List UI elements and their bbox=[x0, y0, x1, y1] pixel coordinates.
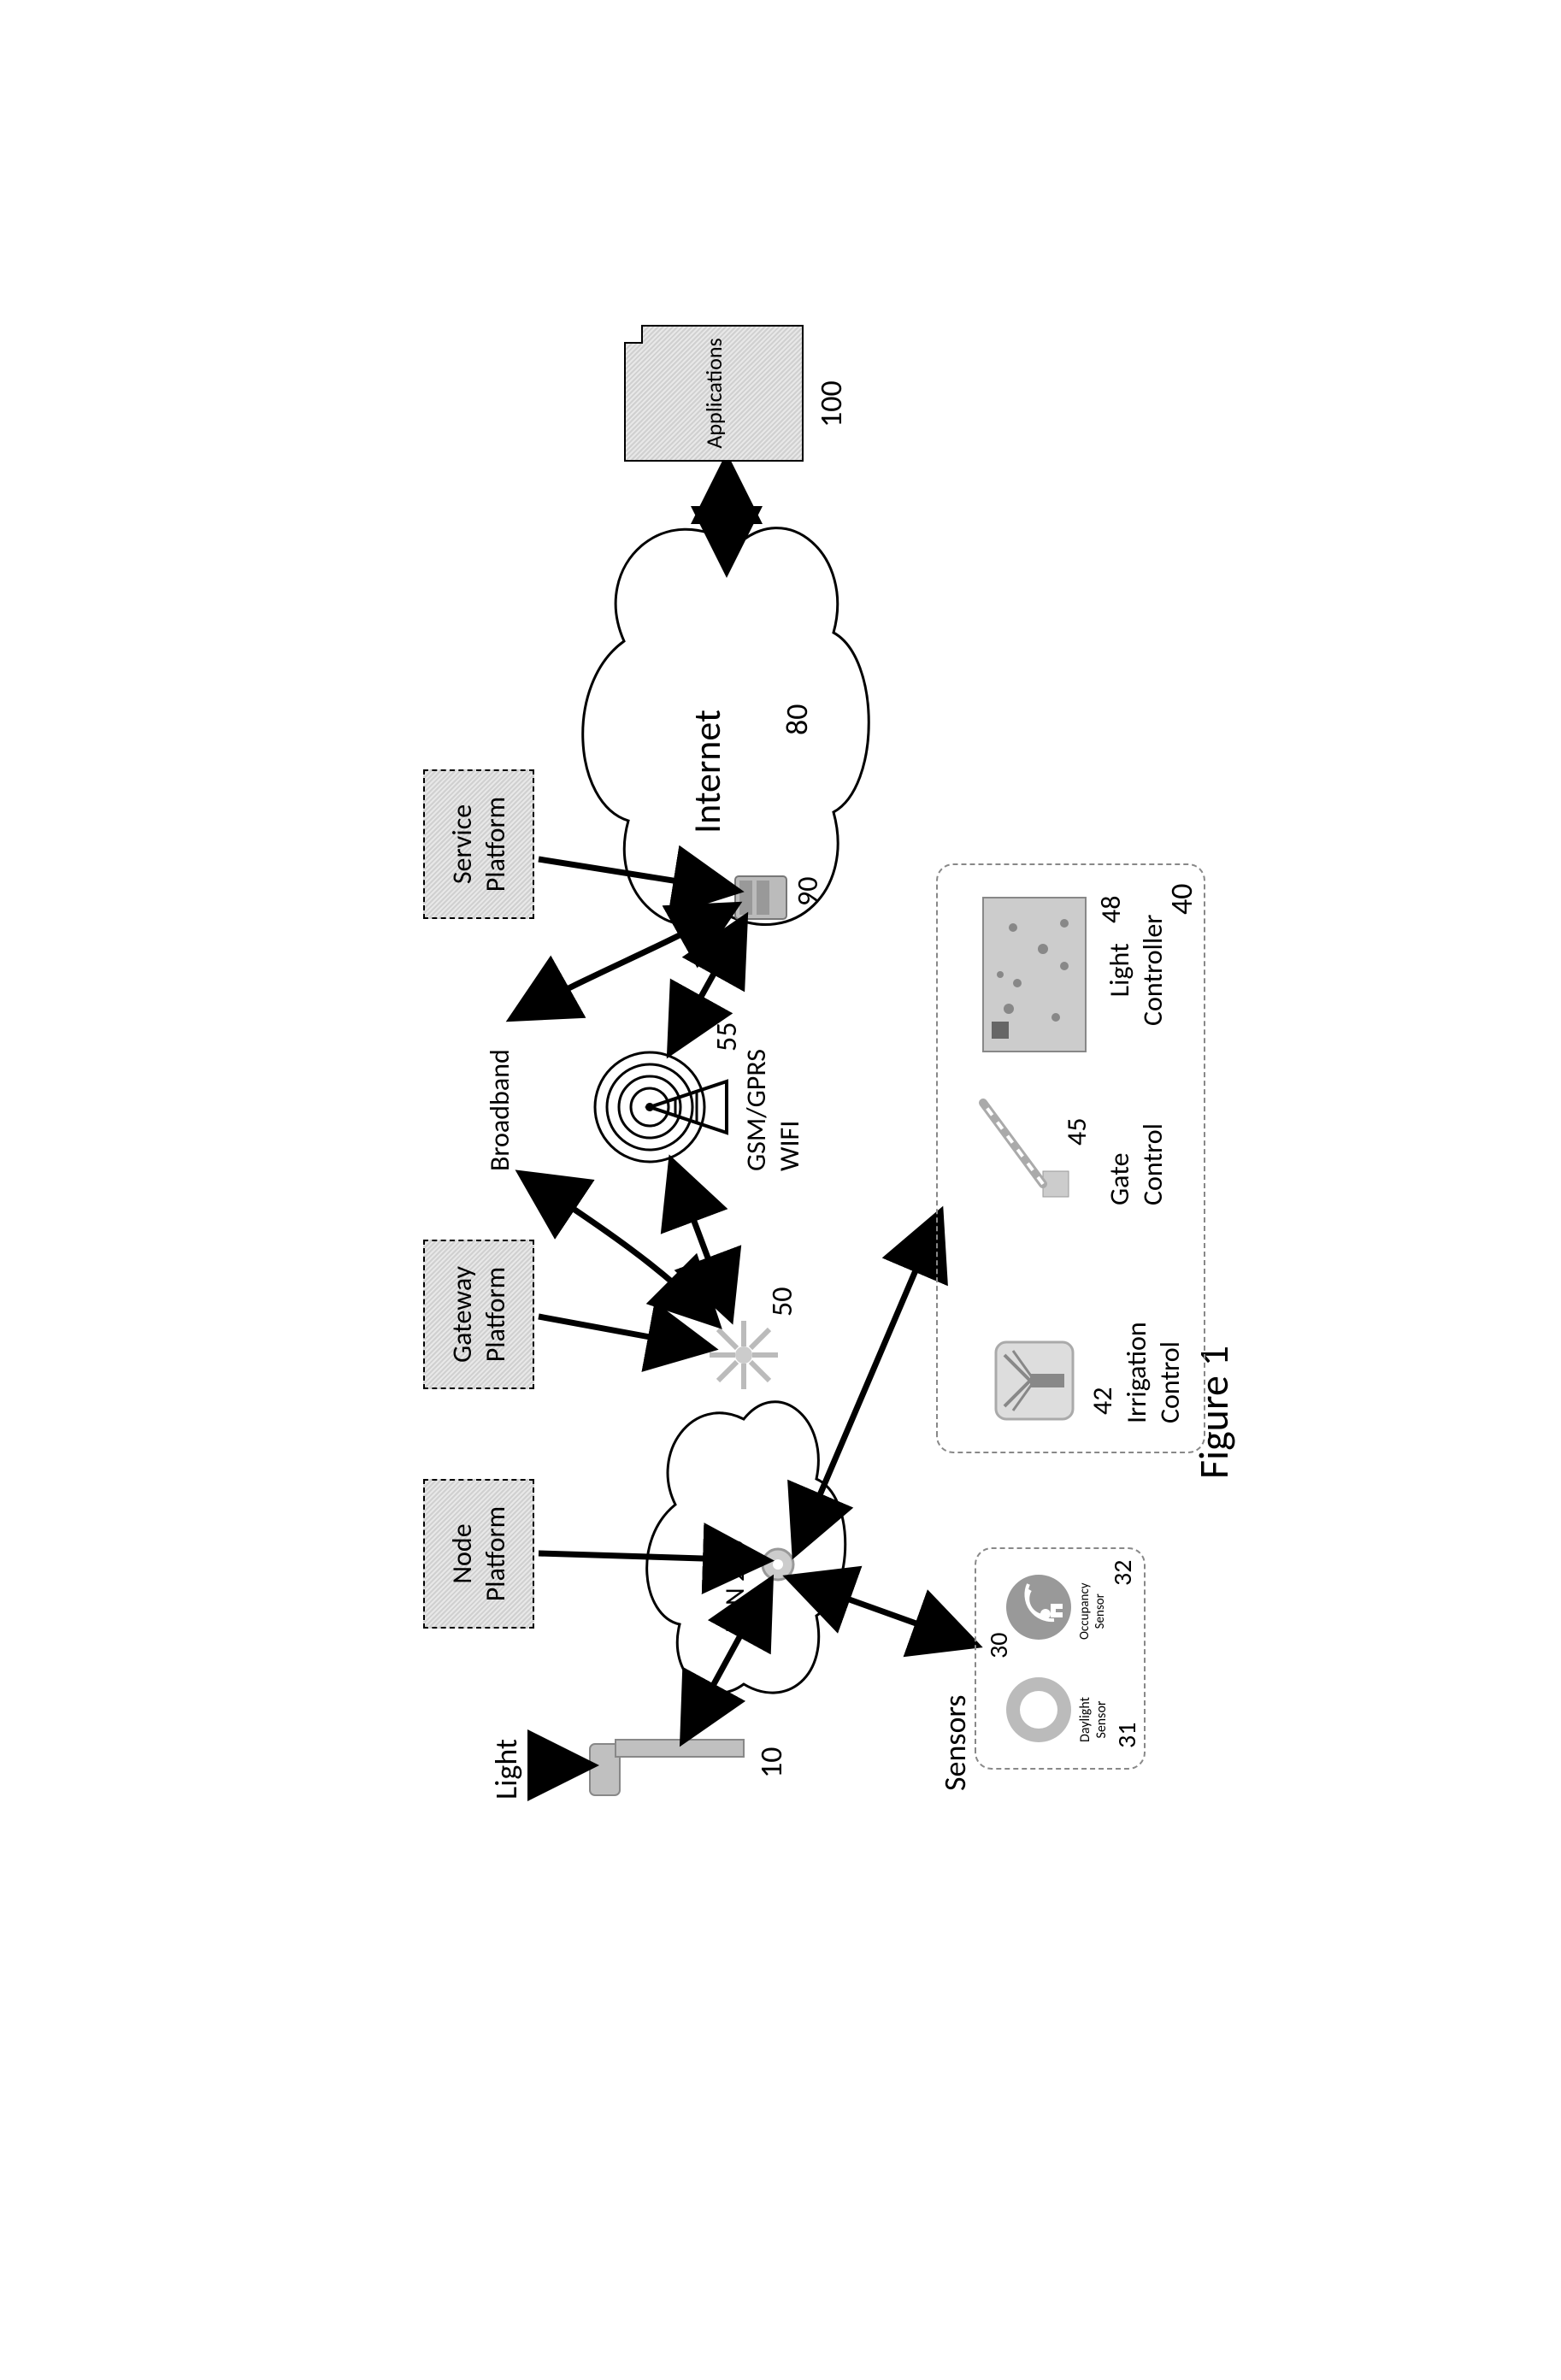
node-platform-box: Node Platform bbox=[423, 1479, 534, 1629]
diagram-rotated-frame: Node Platform Gateway Platform Service P… bbox=[128, 256, 1411, 1881]
gate-ref: 45 bbox=[1060, 1118, 1093, 1146]
occupancy-ref: 32 bbox=[1107, 1560, 1139, 1586]
actuators-ref: 40 bbox=[1163, 884, 1200, 916]
gateway-platform-label: Gateway Platform bbox=[445, 1241, 512, 1387]
sensors-ref: 30 bbox=[983, 1633, 1015, 1658]
internet-ref: 80 bbox=[778, 704, 816, 736]
light-ref: 10 bbox=[752, 1747, 790, 1779]
tower-labels: GSM/GPRS WIFI bbox=[739, 1049, 806, 1171]
service-platform-label: Service Platform bbox=[445, 771, 512, 917]
applications-label: Applications bbox=[700, 338, 727, 448]
diagram-canvas: Figure 1 bbox=[0, 0, 1561, 2380]
server-ref: 90 bbox=[791, 877, 826, 906]
server-icon bbox=[735, 876, 786, 919]
irrigation-label: Irrigation Control bbox=[1120, 1322, 1187, 1423]
node-platform-label: Node Platform bbox=[445, 1481, 512, 1627]
irrigation-ref: 42 bbox=[1086, 1387, 1119, 1415]
lightctrl-label: Light Controller bbox=[1103, 915, 1169, 1026]
service-platform-box: Service Platform bbox=[423, 769, 534, 919]
internet-label: Internet bbox=[684, 710, 730, 834]
gateway-platform-box: Gateway Platform bbox=[423, 1240, 534, 1389]
daylight-ref: 31 bbox=[1111, 1723, 1143, 1748]
applications-ref: 100 bbox=[812, 380, 850, 427]
gateway-ref: 50 bbox=[765, 1287, 800, 1317]
gate-label: Gate Control bbox=[1103, 1123, 1169, 1205]
applications-document: Applications bbox=[624, 325, 804, 462]
daylight-label: Daylight Sensor bbox=[1077, 1697, 1110, 1742]
sensors-label: Sensors bbox=[936, 1695, 974, 1791]
light-label: Light bbox=[487, 1739, 525, 1800]
tower-ref: 55 bbox=[710, 1022, 745, 1052]
cell-tower-icon bbox=[595, 1052, 727, 1162]
gateway-hub-icon bbox=[710, 1321, 778, 1389]
light-icon bbox=[590, 1740, 744, 1795]
occupancy-label: Occupancy Sensor bbox=[1077, 1582, 1108, 1640]
broadband-label: Broadband bbox=[483, 1049, 516, 1171]
lan-label: LAN 210 bbox=[718, 1540, 751, 1633]
